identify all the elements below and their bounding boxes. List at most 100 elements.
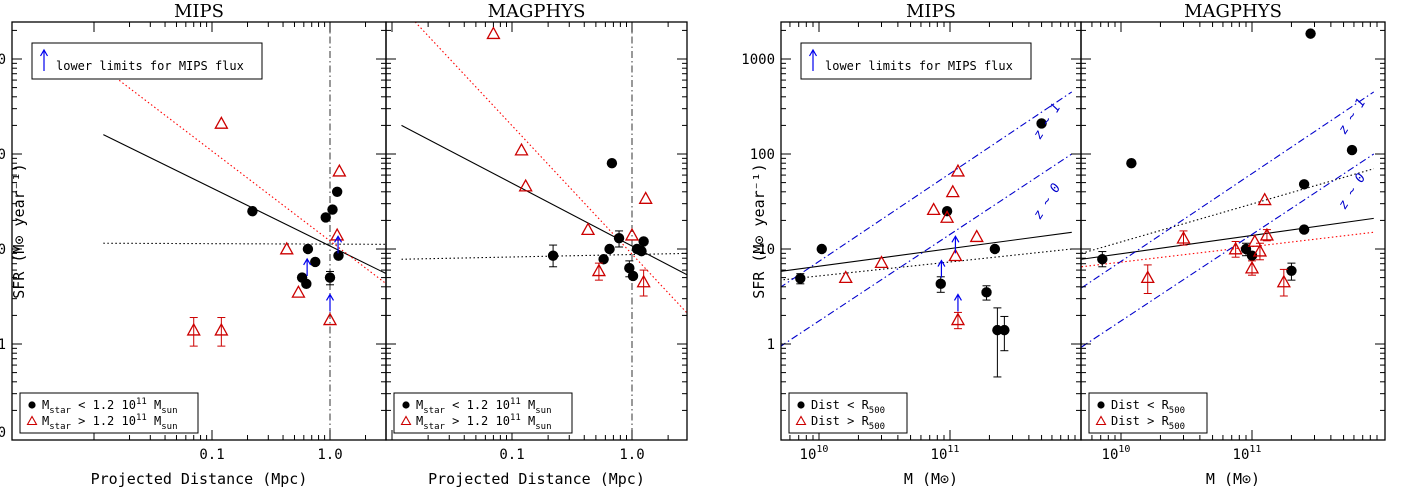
fit-line-dotted: [414, 22, 687, 314]
z0-label: z ~ 0: [1031, 181, 1065, 222]
panel-plot-area: [401, 22, 687, 440]
data-point-circle: [320, 212, 331, 223]
data-point-triangle: [486, 26, 501, 40]
x-tick-label: 1011: [1233, 444, 1262, 463]
y-axis-label: SFR (M⊙ year⁻¹): [750, 163, 768, 298]
data-point-triangle: [330, 227, 345, 241]
legend-entry: Dist < R500: [811, 398, 885, 416]
panel-frame: [1080, 21, 1386, 441]
y-tick-label: 100: [0, 147, 6, 163]
data-point-circle: [1286, 265, 1297, 276]
lower-limit-arrowhead: [951, 235, 960, 243]
data-point-circle: [598, 254, 609, 265]
x-tick-label: 0.1: [199, 447, 224, 463]
x-tick-label: 0.1: [499, 447, 524, 463]
data-point-triangle: [624, 227, 640, 241]
fit-line-dotted: [401, 252, 687, 260]
data-point-circle: [816, 243, 827, 255]
note-box: [31, 42, 263, 80]
x-tick-label: 1.0: [619, 447, 644, 463]
legend-triangle-marker: [400, 415, 412, 426]
data-point-circle: [636, 245, 647, 257]
lower-limit-arrowhead: [325, 293, 335, 301]
panel-frame: [385, 21, 688, 441]
data-point-triangle: [638, 191, 653, 204]
panel-title: MAGPHYS: [1184, 1, 1282, 22]
y-tick-label: 1: [767, 337, 775, 353]
data-point-circle: [1298, 224, 1310, 235]
y-tick-label: 1000: [0, 52, 6, 68]
data-point-circle: [547, 250, 559, 261]
fit-line-dotted: [103, 67, 386, 285]
note-arrowhead: [39, 48, 49, 57]
data-point-triangle: [591, 263, 607, 277]
data-point-triangle: [939, 210, 955, 223]
x-tick-label: 1010: [1102, 444, 1131, 463]
z0-label: z ~ 0: [1336, 171, 1370, 212]
lower-limit-arrowhead: [334, 235, 343, 243]
data-point-triangle: [1228, 241, 1243, 255]
lower-limit-arrowhead: [937, 259, 946, 267]
data-point-circle: [1305, 28, 1316, 39]
fit-line-dashdot: [1081, 153, 1375, 348]
data-point-triangle: [1259, 227, 1275, 241]
data-point-circle: [302, 243, 314, 255]
fit-line-solid: [1081, 217, 1374, 260]
data-point-triangle: [636, 274, 651, 288]
data-point-triangle: [969, 229, 984, 243]
data-point-circle: [627, 270, 639, 282]
panel-title: MAGPHYS: [488, 1, 586, 22]
legend-circle-marker: [402, 401, 410, 409]
panel-frame: [780, 21, 1082, 441]
panel-1: MIPS 0.1 1.0 1 10 100 1000 0 Projected Distance …: [0, 1, 387, 488]
x-tick-label: 1.0: [317, 447, 342, 463]
legend-entry: Dist > R500: [811, 414, 885, 432]
legend-entry: Dist < R500: [1111, 398, 1185, 416]
legend-entry: Mstar < 1.2 1011 Msun: [416, 397, 552, 416]
legend-circle-marker: [797, 401, 805, 409]
legend-circle-marker: [1097, 401, 1105, 409]
data-point-triangle: [322, 312, 338, 326]
panel-plot-area: [1081, 28, 1375, 348]
y-axis-label: SFR (M⊙ year⁻¹): [10, 163, 28, 298]
x-tick-label: 1010: [800, 444, 829, 463]
z1-label: z ~ 1: [1336, 96, 1369, 137]
legend-triangle-marker: [795, 415, 807, 426]
data-point-triangle: [1247, 234, 1262, 247]
x-tick-label: 1011: [931, 444, 960, 463]
y-tick-label: 100: [750, 147, 775, 163]
fit-line-solid: [103, 134, 386, 275]
data-point-triangle: [186, 322, 201, 336]
x-axis-label: M (M⊙): [904, 470, 958, 488]
z1-label: z ~ 1: [1031, 101, 1064, 142]
data-point-circle: [324, 272, 336, 283]
data-point-circle: [1126, 158, 1137, 169]
data-point-circle: [331, 186, 343, 198]
legend-box: [393, 392, 573, 434]
data-point-triangle: [1252, 243, 1268, 257]
fit-line-dashdot: [781, 153, 1073, 347]
legend-entry: Mstar > 1.2 1011 Msun: [416, 413, 552, 432]
data-point-triangle: [279, 241, 294, 255]
data-point-triangle: [291, 284, 306, 298]
y-tick-label: 1: [0, 337, 6, 353]
legend-box: [788, 392, 908, 434]
fit-line-solid: [781, 231, 1072, 272]
fit-line-dashdot: [781, 91, 1073, 288]
x-axis-label: M (M⊙): [1206, 470, 1260, 488]
data-point-circle: [333, 250, 344, 261]
fit-line-dotted: [103, 242, 386, 245]
data-point-circle: [1097, 254, 1108, 265]
y-tick-label: 10: [0, 242, 6, 258]
data-point-circle: [310, 256, 321, 268]
data-point-triangle: [580, 222, 596, 236]
fit-line-dotted: [1081, 168, 1374, 254]
data-point-circle: [301, 278, 312, 290]
note-arrowhead: [808, 48, 818, 57]
lower-limit-arrowhead: [303, 257, 312, 266]
data-point-triangle: [838, 270, 853, 284]
data-point-circle: [999, 324, 1010, 336]
data-point-triangle: [1140, 270, 1155, 284]
legend-entry: Dist > R500: [1111, 414, 1185, 432]
data-point-triangle: [945, 184, 960, 198]
